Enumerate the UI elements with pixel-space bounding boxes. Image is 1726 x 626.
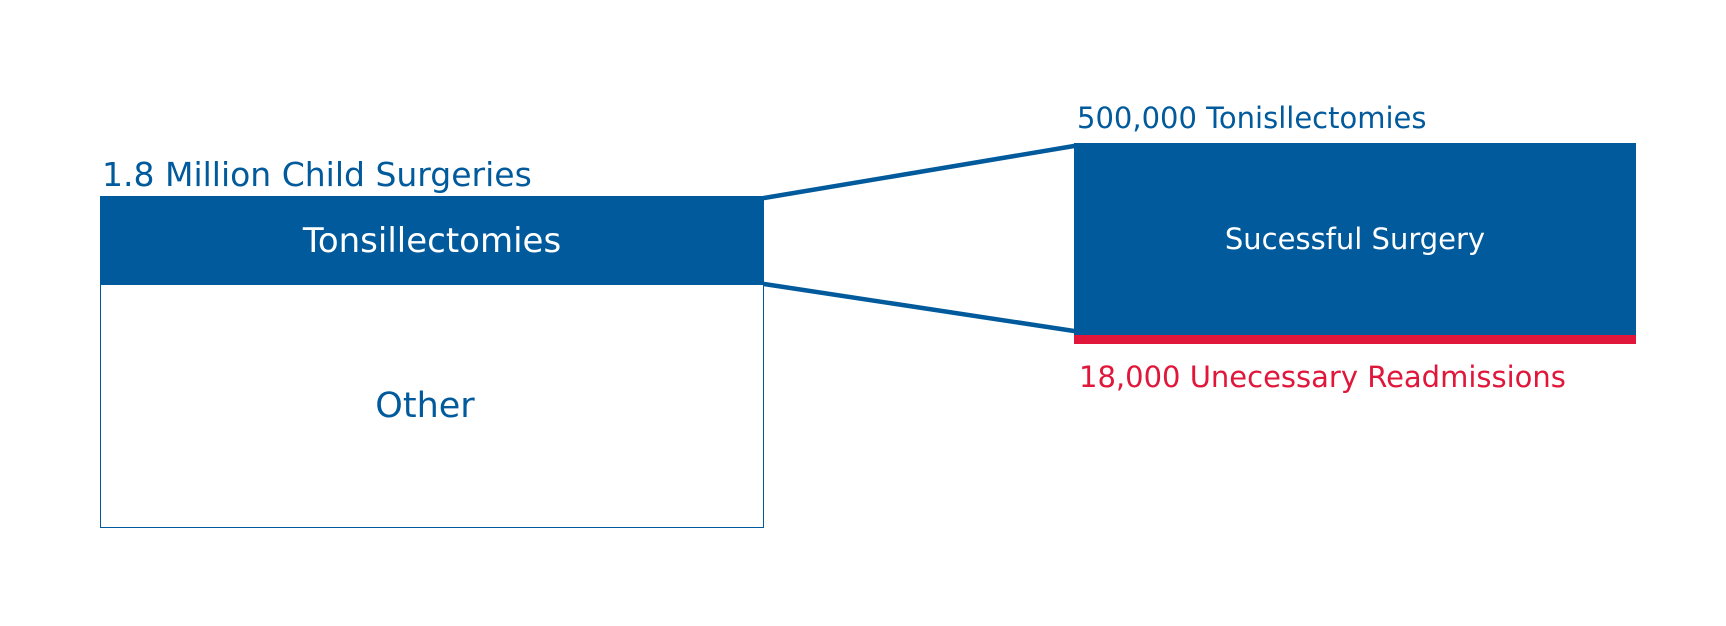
readmission-strip xyxy=(1074,335,1636,344)
other-segment: Other xyxy=(100,285,764,528)
readmission-label: 18,000 Unecessary Readmissions xyxy=(1079,360,1566,394)
right-total-label: 500,000 Tonisllectomies xyxy=(1077,101,1427,135)
other-label: Other xyxy=(375,386,475,426)
left-total-label: 1.8 Million Child Surgeries xyxy=(102,155,532,194)
tonsillectomies-label: Tonsillectomies xyxy=(302,220,562,261)
connector-line-bottom xyxy=(761,281,1077,334)
tonsillectomies-segment: Tonsillectomies xyxy=(100,196,764,285)
connector-line-top xyxy=(761,143,1077,201)
successful-surgery-box: Sucessful Surgery xyxy=(1074,143,1636,335)
all-surgeries-box: Tonsillectomies Other xyxy=(100,196,764,528)
successful-surgery-label: Sucessful Surgery xyxy=(1224,222,1486,256)
